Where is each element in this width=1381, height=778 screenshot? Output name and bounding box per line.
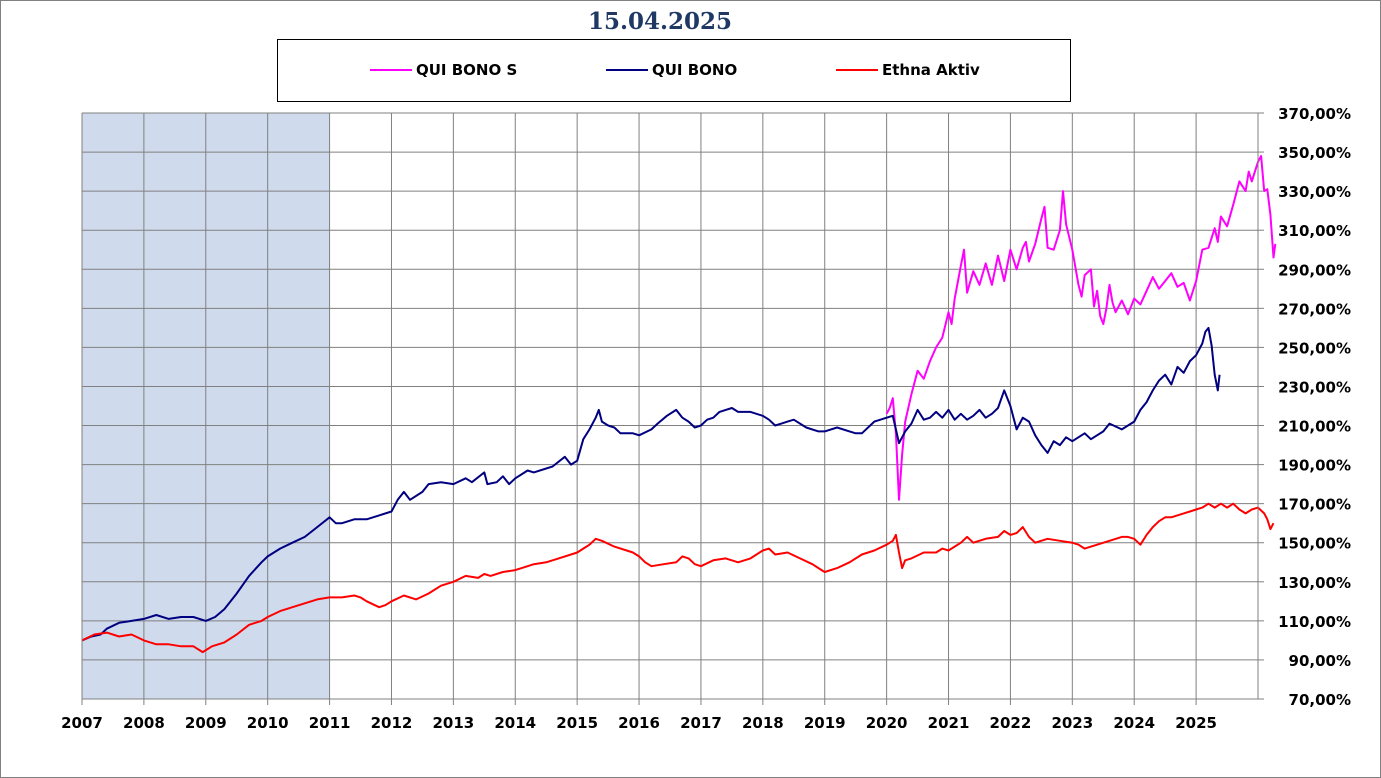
- y-axis-ticks: 70,00% 90,00% 110,00% 130,00% 150,00% 170,00%…: [1258, 105, 1351, 709]
- x-axis-ticks: 2007 2008 2009 2010 2011 2012 2013 2014 2015 2016…: [61, 699, 1217, 732]
- y-tick-label: 90,00%: [1289, 652, 1351, 670]
- y-tick-label: 350,00%: [1278, 144, 1351, 162]
- y-tick-label: 190,00%: [1278, 457, 1351, 475]
- y-tick-label: 250,00%: [1278, 339, 1351, 357]
- x-tick-label: 2010: [247, 714, 289, 732]
- y-tick-label: 310,00%: [1278, 222, 1351, 240]
- legend-item-qui-bono-s: QUI BONO S: [370, 60, 517, 80]
- y-tick-label: 170,00%: [1278, 496, 1351, 514]
- legend-item-ethna-aktiv: Ethna Aktiv: [836, 60, 980, 80]
- x-tick-label: 2007: [61, 714, 103, 732]
- x-tick-label: 2020: [866, 714, 908, 732]
- x-tick-label: 2009: [185, 714, 227, 732]
- x-tick-label: 2017: [680, 714, 722, 732]
- series-line-qui-bono-s: [885, 155, 1277, 501]
- legend-swatch-ethna-aktiv: [836, 69, 878, 71]
- x-tick-label: 2022: [990, 714, 1032, 732]
- y-tick-label: 210,00%: [1278, 418, 1351, 436]
- x-tick-label: 2019: [804, 714, 846, 732]
- y-tick-label: 330,00%: [1278, 183, 1351, 201]
- x-tick-label: 2016: [618, 714, 660, 732]
- y-tick-label: 150,00%: [1278, 535, 1351, 553]
- y-tick-label: 370,00%: [1278, 105, 1351, 123]
- series-line-qui-bono: [81, 326, 1221, 642]
- y-tick-label: 110,00%: [1278, 613, 1351, 631]
- series-lines: [81, 155, 1277, 654]
- x-tick-label: 2014: [494, 714, 536, 732]
- x-tick-label: 2021: [928, 714, 970, 732]
- y-tick-label: 290,00%: [1278, 261, 1351, 279]
- x-tick-label: 2018: [742, 714, 784, 732]
- x-tick-label: 2012: [371, 714, 413, 732]
- series-line-ethna-aktiv: [81, 502, 1275, 654]
- x-tick-label: 2023: [1051, 714, 1093, 732]
- axes: [81, 113, 1259, 700]
- x-tick-label: 2015: [556, 714, 598, 732]
- x-tick-label: 2011: [309, 714, 351, 732]
- y-tick-label: 70,00%: [1289, 691, 1351, 709]
- chart-title: 15.04.2025: [587, 8, 733, 35]
- x-tick-label: 2013: [432, 714, 474, 732]
- legend: QUI BONO S QUI BONO Ethna Aktiv: [277, 39, 1071, 102]
- x-tick-label: 2025: [1175, 714, 1217, 732]
- x-tick-label: 2024: [1113, 714, 1155, 732]
- legend-label-ethna-aktiv: Ethna Aktiv: [882, 61, 980, 79]
- x-tick-label: 2008: [123, 714, 165, 732]
- legend-label-qui-bono-s: QUI BONO S: [416, 61, 518, 79]
- y-tick-label: 270,00%: [1278, 300, 1351, 318]
- legend-label-qui-bono: QUI BONO: [652, 61, 738, 79]
- legend-swatch-qui-bono: [606, 69, 648, 71]
- y-tick-label: 230,00%: [1278, 378, 1351, 396]
- y-tick-label: 130,00%: [1278, 574, 1351, 592]
- legend-item-qui-bono: QUI BONO: [606, 60, 737, 80]
- legend-swatch-qui-bono-s: [370, 69, 412, 71]
